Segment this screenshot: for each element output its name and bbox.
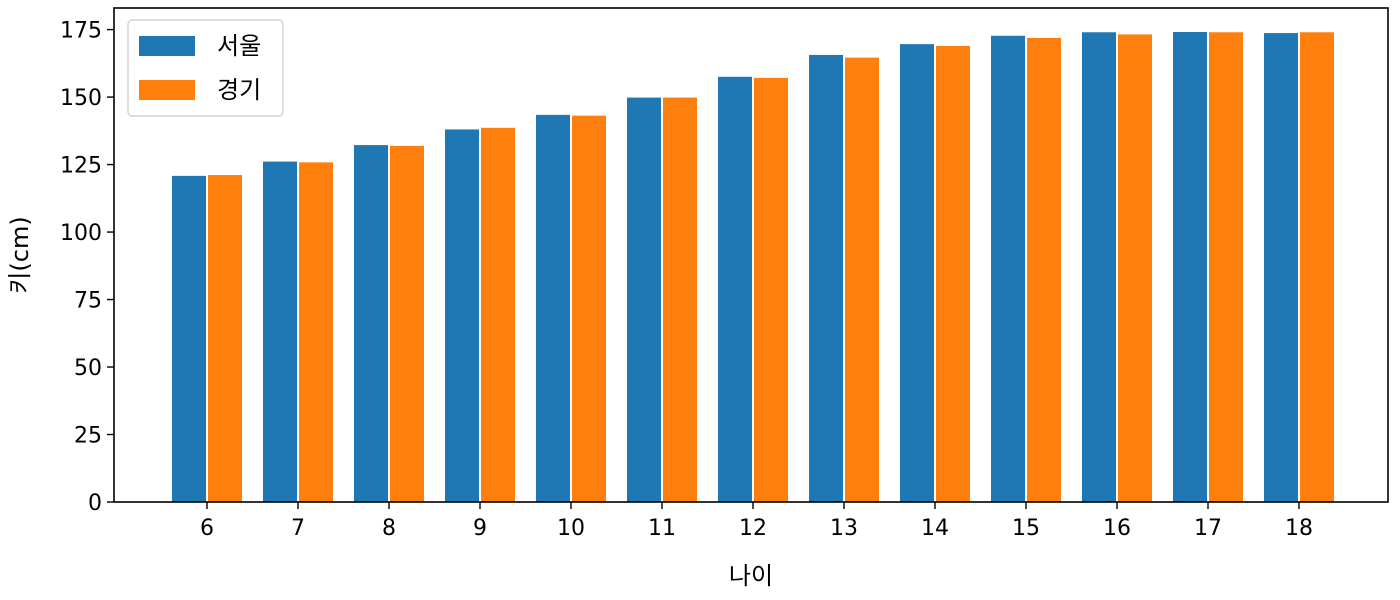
- bar-gyeonggi-8: [389, 144, 425, 503]
- y-axis: 0 25 50 75 100 125 150 175: [60, 19, 114, 516]
- bar-seoul-18: [1263, 32, 1299, 503]
- plot-frame: [113, 7, 1389, 503]
- bar-seoul-16: [1081, 31, 1117, 503]
- x-axis-label: 나이: [729, 562, 773, 590]
- bar-seoul-8: [353, 144, 389, 503]
- x-tick-label: 6: [200, 516, 214, 541]
- y-tick-label: 125: [60, 154, 102, 179]
- y-tick-label: 50: [74, 356, 102, 381]
- bar-seoul-13: [808, 53, 844, 503]
- y-tick-label: 175: [60, 19, 102, 44]
- bar-gyeonggi-15: [1026, 36, 1062, 503]
- bar-seoul-12: [717, 75, 753, 503]
- bar-gyeonggi-16: [1117, 33, 1153, 503]
- bar-seoul-15: [990, 34, 1026, 503]
- bar-seoul-17: [1172, 30, 1208, 503]
- x-tick-label: 10: [557, 516, 585, 541]
- bar-seoul-6: [171, 174, 207, 503]
- x-tick-label: 8: [382, 516, 396, 541]
- bar-gyeonggi-17: [1208, 31, 1244, 503]
- y-tick-label: 75: [74, 289, 102, 314]
- y-axis-label: 키(cm): [6, 216, 34, 293]
- x-tick-label: 16: [1103, 516, 1131, 541]
- bar-gyeonggi-11: [662, 96, 698, 503]
- bars-group: [171, 30, 1335, 503]
- legend-label: 서울: [217, 32, 261, 60]
- bar-gyeonggi-6: [207, 174, 243, 503]
- x-axis: 6 7 8 9 10 11 12 13 14 15 16 17 18: [200, 502, 1313, 541]
- x-tick-label: 17: [1194, 516, 1222, 541]
- bar-gyeonggi-7: [298, 161, 334, 503]
- x-tick-label: 12: [739, 516, 767, 541]
- x-tick-label: 14: [921, 516, 949, 541]
- legend-swatch: [139, 80, 195, 100]
- x-tick-label: 13: [830, 516, 858, 541]
- bar-gyeonggi-13: [844, 56, 880, 503]
- bar-gyeonggi-9: [480, 126, 516, 503]
- bar-seoul-11: [626, 96, 662, 503]
- bar-seoul-14: [899, 43, 935, 503]
- x-tick-label: 9: [473, 516, 487, 541]
- x-tick-label: 15: [1012, 516, 1040, 541]
- bar-gyeonggi-12: [753, 76, 789, 503]
- bar-seoul-7: [262, 160, 298, 503]
- bar-gyeonggi-14: [935, 45, 971, 503]
- x-tick-label: 18: [1285, 516, 1313, 541]
- legend-swatch: [139, 36, 195, 56]
- y-tick-label: 0: [88, 491, 102, 516]
- x-tick-label: 7: [291, 516, 305, 541]
- bar-gyeonggi-18: [1299, 31, 1335, 503]
- y-tick-label: 25: [74, 424, 102, 449]
- bar-seoul-10: [535, 113, 571, 503]
- y-tick-label: 150: [60, 86, 102, 111]
- y-tick-label: 100: [60, 221, 102, 246]
- bar-seoul-9: [444, 128, 480, 503]
- bar-gyeonggi-10: [571, 114, 607, 503]
- x-tick-label: 11: [648, 516, 676, 541]
- legend-label: 경기: [217, 76, 261, 104]
